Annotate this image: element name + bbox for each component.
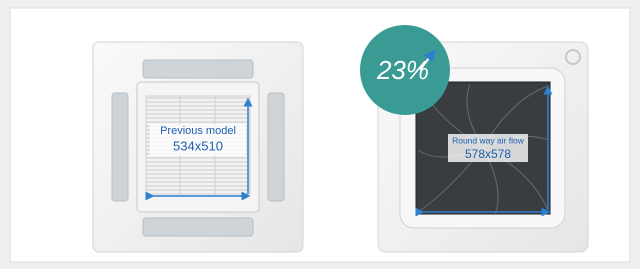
- previous-label: Previous model: [160, 125, 236, 137]
- new-size: 578x578: [465, 147, 511, 161]
- page: Previous model 534x510 Round way air flo…: [0, 0, 640, 269]
- previous-size: 534x510: [173, 138, 223, 153]
- new-label: Round way air flow: [452, 135, 525, 145]
- badge: 23%: [360, 25, 450, 115]
- comparison-image: Previous model 534x510 Round way air flo…: [0, 0, 640, 269]
- previous-unit: Previous model 534x510: [93, 42, 303, 252]
